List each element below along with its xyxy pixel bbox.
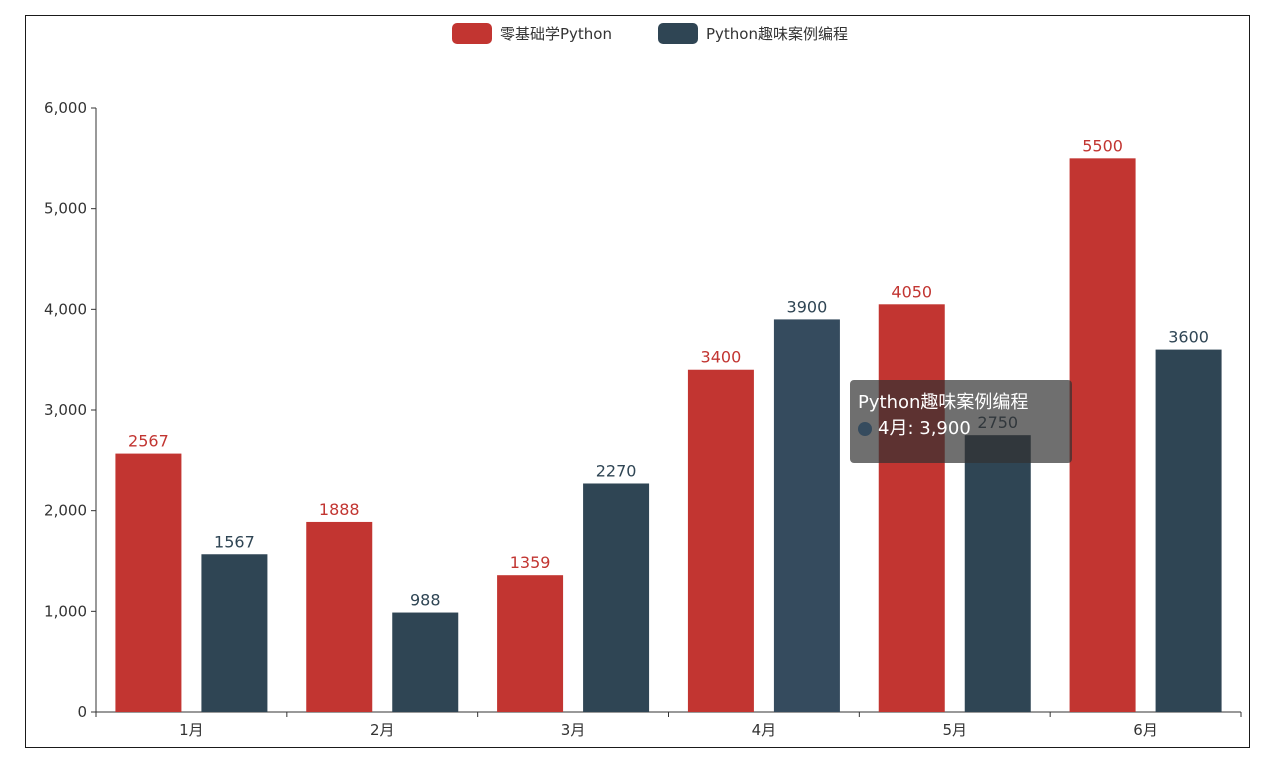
x-tick-label: 3月 — [561, 721, 586, 739]
tooltip: Python趣味案例编程 4月: 3,900 — [850, 380, 1072, 463]
bar-series-1-4[interactable] — [687, 369, 754, 712]
bar-series-2-4[interactable] — [773, 319, 840, 712]
y-tick-label: 3,000 — [44, 401, 87, 419]
bar-series-2-1[interactable] — [201, 554, 268, 712]
data-label-series-2-6: 3600 — [1168, 328, 1209, 347]
bar-series-1-3[interactable] — [497, 575, 564, 712]
bar-chart: 零基础学Python Python趣味案例编程 0 1,000 2,000 3,000 4… — [44, 23, 1242, 739]
data-label-series-1-6: 5500 — [1082, 136, 1123, 155]
data-label-series-1-1: 2567 — [128, 432, 169, 451]
y-tick-label: 4,000 — [44, 300, 87, 318]
x-tick-label: 5月 — [942, 721, 967, 739]
tooltip-value: 4月: 3,900 — [878, 418, 971, 439]
tooltip-title: Python趣味案例编程 — [858, 392, 1029, 413]
bars — [115, 158, 1222, 713]
bar-series-1-5[interactable] — [878, 304, 945, 712]
bar-series-2-5[interactable] — [964, 435, 1031, 712]
x-tick-label: 4月 — [752, 721, 777, 739]
x-tick-label: 1月 — [179, 721, 204, 739]
bar-series-1-2[interactable] — [306, 521, 373, 712]
legend-swatch-1[interactable] — [452, 23, 492, 44]
legend: 零基础学Python Python趣味案例编程 — [452, 23, 848, 44]
tooltip-series-dot — [858, 422, 872, 436]
legend-label-2[interactable]: Python趣味案例编程 — [706, 25, 848, 43]
data-label-series-2-3: 2270 — [596, 461, 637, 480]
y-tick-label: 6,000 — [44, 99, 87, 117]
bar-series-1-1[interactable] — [115, 453, 182, 712]
data-label-series-2-4: 3900 — [787, 297, 828, 316]
bar-series-2-2[interactable] — [392, 612, 459, 712]
data-label-series-1-3: 1359 — [510, 553, 551, 572]
tooltip-row: 4月: 3,900 — [858, 416, 1064, 442]
y-tick-label: 0 — [77, 703, 87, 721]
data-label-series-2-1: 1567 — [214, 532, 255, 551]
y-tick-label: 5,000 — [44, 200, 87, 218]
x-axis: 1月 2月 3月 4月 5月 6月 — [95, 711, 1242, 739]
bar-series-2-3[interactable] — [583, 483, 650, 712]
y-tick-label: 2,000 — [44, 502, 87, 520]
legend-label-1[interactable]: 零基础学Python — [500, 25, 612, 43]
x-tick-label: 6月 — [1133, 721, 1158, 739]
data-label-series-2-2: 988 — [410, 591, 441, 610]
y-axis: 0 1,000 2,000 3,000 4,000 5,000 6,000 — [44, 99, 97, 721]
legend-swatch-2[interactable] — [658, 23, 698, 44]
data-label-series-1-2: 1888 — [319, 500, 360, 519]
bar-series-1-6[interactable] — [1069, 158, 1136, 713]
data-label-series-1-5: 4050 — [891, 282, 932, 301]
x-tick-label: 2月 — [370, 721, 395, 739]
data-label-series-1-4: 3400 — [701, 348, 742, 367]
data-labels: 2567188813593400405055001567988227039002… — [128, 136, 1209, 609]
bar-series-2-6[interactable] — [1155, 349, 1222, 712]
y-tick-label: 1,000 — [44, 602, 87, 620]
